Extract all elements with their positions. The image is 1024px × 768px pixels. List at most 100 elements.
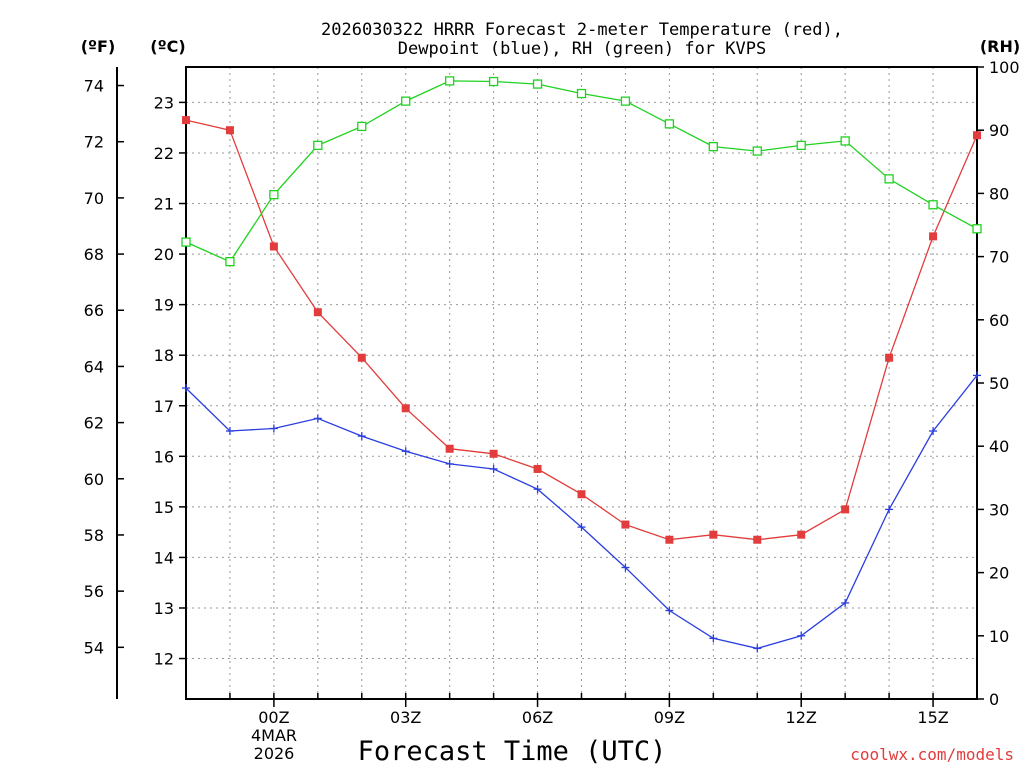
celsius-tick-label: 22 bbox=[154, 144, 174, 163]
date-label-year: 2026 bbox=[254, 744, 295, 763]
fahrenheit-tick-label: 70 bbox=[84, 189, 104, 208]
temperature-point bbox=[841, 505, 850, 514]
fahrenheit-tick-label: 54 bbox=[84, 638, 104, 657]
time-tick-label: 09Z bbox=[654, 708, 685, 727]
credit-link[interactable]: coolwx.com/models bbox=[850, 745, 1014, 764]
celsius-tick-label: 14 bbox=[154, 548, 174, 567]
dewpoint-point bbox=[577, 523, 586, 532]
rh-line bbox=[185, 80, 978, 263]
temperature-point bbox=[797, 530, 806, 539]
rh-point bbox=[357, 121, 367, 132]
dewpoint-point bbox=[929, 427, 938, 436]
rh-point bbox=[708, 141, 718, 152]
time-tick-label: 00Z bbox=[258, 708, 289, 727]
date-label-day: 4MAR bbox=[251, 726, 297, 745]
dewpoint-series bbox=[182, 371, 981, 653]
rh-point bbox=[752, 146, 762, 156]
rh-point bbox=[620, 96, 631, 106]
dewpoint-point bbox=[489, 464, 498, 473]
rh-tick-label: 80 bbox=[989, 184, 1009, 203]
rh-point bbox=[796, 140, 806, 151]
dewpoint-point bbox=[709, 634, 718, 643]
rh-point bbox=[401, 96, 411, 106]
rh-point bbox=[269, 190, 279, 200]
rh-tick-label: 60 bbox=[989, 311, 1009, 330]
rh-point bbox=[445, 76, 455, 86]
rh-point bbox=[225, 257, 235, 267]
temperature-point bbox=[533, 464, 542, 473]
rh-point bbox=[972, 224, 982, 234]
temperature-point bbox=[182, 116, 190, 125]
celsius-tick-label: 19 bbox=[154, 296, 174, 315]
grid-lines bbox=[186, 67, 977, 699]
celsius-tick-label: 20 bbox=[154, 245, 174, 264]
series-layer bbox=[181, 76, 982, 653]
rh-tick-label: 70 bbox=[989, 248, 1009, 267]
rh-point bbox=[664, 119, 675, 129]
dewpoint-point bbox=[357, 432, 366, 441]
celsius-unit-label: (ºC) bbox=[150, 37, 185, 56]
temperature-point bbox=[357, 353, 366, 362]
plot-frame bbox=[185, 66, 978, 700]
time-tick-label: 03Z bbox=[390, 708, 421, 727]
fahrenheit-tick-label: 62 bbox=[84, 414, 104, 433]
rh-tick-label: 40 bbox=[989, 437, 1009, 456]
dewpoint-point bbox=[401, 447, 410, 456]
rh-point bbox=[928, 200, 938, 210]
rh-series bbox=[181, 76, 982, 267]
rh-tick-label: 50 bbox=[989, 374, 1009, 393]
dewpoint-point bbox=[269, 424, 278, 433]
temperature-point bbox=[753, 535, 762, 544]
fahrenheit-tick-label: 58 bbox=[84, 526, 104, 545]
celsius-tick-label: 23 bbox=[154, 93, 174, 112]
dewpoint-point bbox=[225, 427, 234, 436]
fahrenheit-tick-label: 72 bbox=[84, 133, 104, 152]
dewpoint-point bbox=[973, 371, 981, 380]
dewpoint-point bbox=[665, 606, 674, 615]
rh-point bbox=[181, 237, 191, 247]
temperature-point bbox=[577, 490, 586, 499]
fahrenheit-tick-label: 56 bbox=[84, 582, 104, 601]
temperature-point bbox=[225, 126, 234, 135]
rh-point bbox=[313, 140, 323, 151]
fahrenheit-axis: 54 56 58 60 62 64 66 68 70 72 74 bbox=[84, 77, 124, 657]
temperature-point bbox=[445, 444, 454, 453]
celsius-tick-label: 21 bbox=[154, 195, 174, 214]
temperature-point bbox=[929, 232, 938, 241]
celsius-tick-label: 16 bbox=[154, 447, 174, 466]
fahrenheit-tick-label: 68 bbox=[84, 245, 104, 264]
fahrenheit-tick-label: 66 bbox=[84, 301, 104, 320]
dewpoint-point bbox=[182, 384, 190, 393]
rh-point bbox=[884, 174, 894, 184]
rh-point bbox=[532, 79, 543, 89]
celsius-tick-label: 18 bbox=[154, 346, 174, 365]
chart-title-line2: Dewpoint (blue), RH (green) for KVPS bbox=[398, 39, 766, 59]
celsius-tick-label: 17 bbox=[154, 397, 174, 416]
temperature-point bbox=[885, 353, 894, 362]
fahrenheit-tick-label: 60 bbox=[84, 470, 104, 489]
rh-point bbox=[576, 88, 587, 99]
dewpoint-point bbox=[753, 644, 762, 653]
celsius-axis: 12 13 14 15 16 17 18 19 20 21 22 23 bbox=[154, 93, 186, 669]
time-axis: 00Z 03Z 06Z 09Z 12Z 15Z bbox=[185, 693, 978, 727]
rh-unit-label: (RH) bbox=[980, 37, 1020, 56]
rh-point bbox=[488, 76, 499, 87]
rh-axis: 0 10 20 30 40 50 60 70 80 90 100 bbox=[977, 58, 1020, 709]
fahrenheit-tick-label: 64 bbox=[84, 357, 104, 376]
dewpoint-point bbox=[313, 414, 322, 423]
rh-tick-label: 100 bbox=[989, 58, 1020, 77]
time-tick-label: 12Z bbox=[786, 708, 817, 727]
dewpoint-point bbox=[533, 485, 542, 494]
dewpoint-point bbox=[841, 598, 850, 607]
rh-point bbox=[840, 136, 850, 146]
temperature-point bbox=[665, 535, 674, 544]
temperature-point bbox=[401, 404, 410, 413]
temperature-point bbox=[313, 308, 322, 317]
rh-tick-label: 90 bbox=[989, 121, 1009, 140]
chart-title-line1: 2026030322 HRRR Forecast 2-meter Tempera… bbox=[321, 20, 843, 40]
temperature-point bbox=[489, 449, 498, 458]
time-tick-label: 06Z bbox=[522, 708, 553, 727]
dewpoint-point bbox=[797, 631, 806, 640]
dewpoint-point bbox=[445, 459, 454, 468]
rh-tick-label: 10 bbox=[989, 627, 1009, 646]
